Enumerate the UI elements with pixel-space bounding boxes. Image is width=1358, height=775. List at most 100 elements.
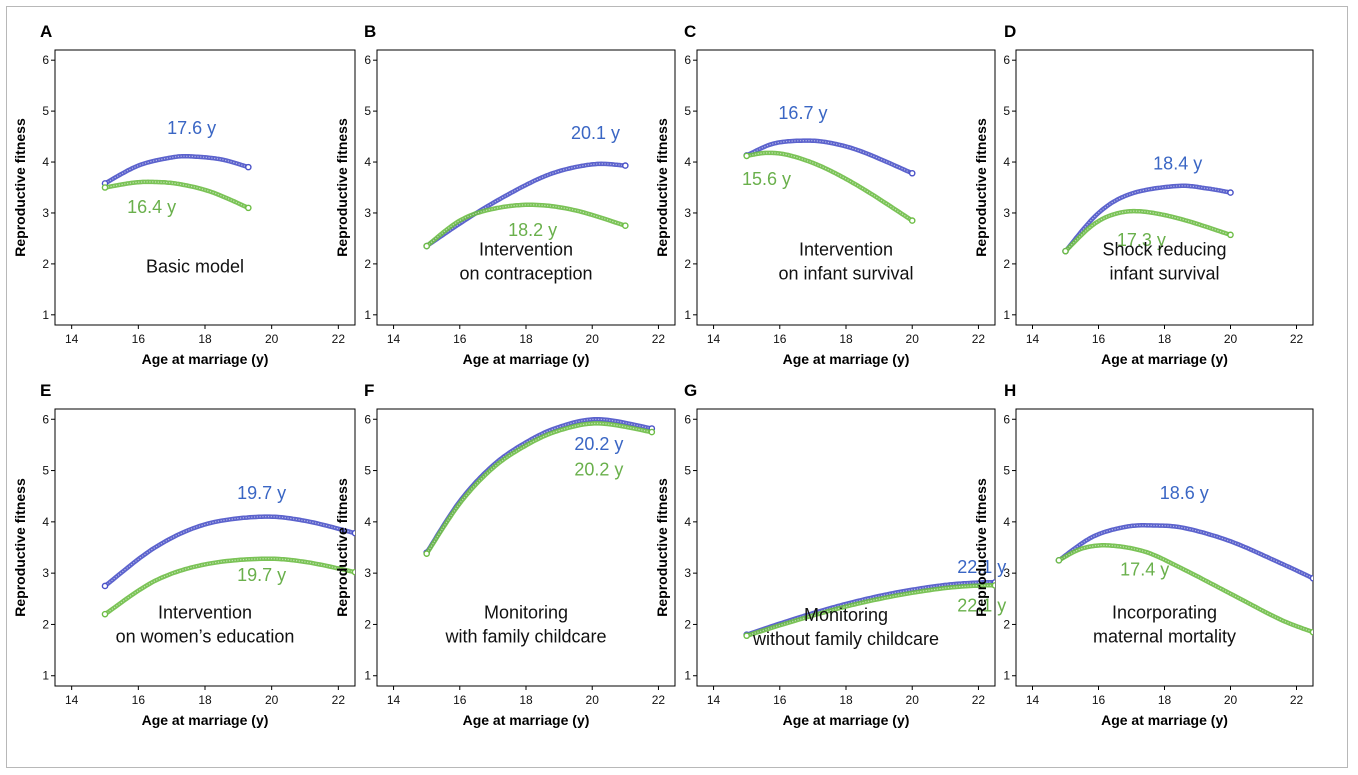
green-peak-annotation: 15.6 y bbox=[742, 169, 791, 189]
y-tick-label: 1 bbox=[42, 669, 49, 683]
x-tick-label: 22 bbox=[652, 332, 666, 346]
y-tick-label: 4 bbox=[364, 155, 371, 169]
panel-caption: infant survival bbox=[1109, 263, 1219, 283]
x-tick-label: 14 bbox=[1026, 693, 1040, 707]
series-line-texture bbox=[1065, 210, 1231, 252]
y-tick-label: 5 bbox=[1003, 104, 1010, 118]
x-tick-label: 18 bbox=[519, 693, 533, 707]
series-line-texture bbox=[104, 558, 355, 615]
x-tick-label: 22 bbox=[332, 693, 346, 707]
green-peak-annotation: 17.4 y bbox=[1120, 560, 1169, 580]
x-tick-label: 14 bbox=[707, 332, 721, 346]
y-tick-label: 3 bbox=[42, 566, 49, 580]
chart-panel-e: E 1 2 3 4 5 6 14 16 18 20 22 Age at marriage (y) Repr… bbox=[12, 381, 356, 728]
series-green bbox=[1055, 543, 1313, 636]
chart-panel-a: A 1 2 3 4 5 6 14 16 18 20 22 Age at marriage (y) Repr… bbox=[12, 22, 356, 367]
x-axis-label: Age at marriage (y) bbox=[142, 712, 269, 728]
y-tick-label: 1 bbox=[364, 308, 371, 322]
series-line-texture bbox=[746, 152, 913, 222]
x-tick-label: 14 bbox=[707, 693, 721, 707]
x-tick-label: 14 bbox=[387, 693, 401, 707]
series-green bbox=[743, 582, 995, 640]
x-tick-label: 16 bbox=[1092, 693, 1106, 707]
y-tick-label: 3 bbox=[1003, 566, 1010, 580]
y-tick-label: 4 bbox=[1003, 155, 1010, 169]
x-axis-label: Age at marriage (y) bbox=[1101, 351, 1228, 367]
x-tick-label: 14 bbox=[387, 332, 401, 346]
y-tick-label: 6 bbox=[684, 53, 691, 67]
series-endpoint bbox=[622, 222, 629, 229]
x-tick-label: 16 bbox=[773, 332, 787, 346]
panel-caption: with family childcare bbox=[444, 626, 606, 646]
series-endpoint bbox=[1062, 247, 1069, 255]
series-endpoint bbox=[423, 550, 430, 557]
series-line bbox=[102, 153, 251, 186]
x-tick-label: 18 bbox=[839, 693, 853, 707]
green-peak-annotation: 16.4 y bbox=[127, 197, 176, 217]
series-endpoint bbox=[101, 610, 109, 618]
chart-panel-b: B 1 2 3 4 5 6 14 16 18 20 22 Age at marriage (y) Repr… bbox=[334, 22, 676, 367]
y-tick-label: 5 bbox=[42, 464, 49, 478]
series-endpoint bbox=[245, 163, 252, 171]
y-tick-label: 6 bbox=[364, 53, 371, 67]
y-axis-label: Reproductive fitness bbox=[654, 118, 670, 257]
x-tick-label: 16 bbox=[453, 693, 467, 707]
y-axis-label: Reproductive fitness bbox=[973, 118, 989, 257]
series-line-texture bbox=[426, 418, 652, 553]
x-tick-label: 20 bbox=[265, 332, 279, 346]
y-tick-label: 2 bbox=[1003, 257, 1010, 271]
panel-caption: Shock reducing bbox=[1102, 239, 1226, 259]
panel-caption: Intervention bbox=[479, 239, 573, 259]
y-tick-label: 2 bbox=[1003, 617, 1010, 631]
chart-panel-g: G 1 2 3 4 5 6 14 16 18 20 22 Age at marriage (y) Repr… bbox=[654, 381, 1006, 728]
x-tick-label: 18 bbox=[198, 332, 212, 346]
x-tick-label: 14 bbox=[65, 693, 79, 707]
x-tick-label: 18 bbox=[519, 332, 533, 346]
x-tick-label: 18 bbox=[1158, 693, 1172, 707]
x-tick-label: 14 bbox=[65, 332, 79, 346]
x-axis-label: Age at marriage (y) bbox=[783, 351, 910, 367]
y-tick-label: 3 bbox=[364, 206, 371, 220]
y-tick-label: 2 bbox=[684, 257, 691, 271]
blue-peak-annotation: 20.1 y bbox=[571, 123, 620, 143]
y-tick-label: 5 bbox=[684, 104, 691, 118]
panel-letter: H bbox=[1004, 381, 1016, 400]
x-axis-label: Age at marriage (y) bbox=[463, 351, 590, 367]
y-tick-label: 3 bbox=[364, 566, 371, 580]
series-line-texture bbox=[426, 422, 652, 555]
blue-peak-annotation: 19.7 y bbox=[237, 483, 286, 503]
y-tick-label: 2 bbox=[364, 257, 371, 271]
y-tick-label: 4 bbox=[364, 515, 371, 529]
x-tick-label: 22 bbox=[1290, 332, 1304, 346]
y-tick-label: 1 bbox=[1003, 669, 1010, 683]
series-endpoint bbox=[101, 582, 109, 590]
chart-panel-f: F 1 2 3 4 5 6 14 16 18 20 22 Age at marriage (y) Repr… bbox=[334, 381, 676, 728]
series-endpoint bbox=[908, 217, 916, 224]
x-tick-label: 18 bbox=[198, 693, 212, 707]
y-tick-label: 4 bbox=[1003, 515, 1010, 529]
y-tick-label: 6 bbox=[42, 53, 49, 67]
series-line-texture bbox=[746, 584, 995, 637]
x-tick-label: 20 bbox=[586, 693, 600, 707]
panel-caption: on women’s education bbox=[116, 626, 295, 646]
panel-caption: on infant survival bbox=[778, 263, 913, 283]
y-tick-label: 6 bbox=[684, 412, 691, 426]
y-axis-label: Reproductive fitness bbox=[12, 118, 28, 257]
series-endpoint bbox=[908, 169, 916, 177]
series-line bbox=[424, 202, 628, 249]
blue-peak-annotation: 18.4 y bbox=[1153, 154, 1202, 174]
x-tick-label: 20 bbox=[1224, 693, 1238, 707]
series-endpoint bbox=[1309, 628, 1313, 636]
blue-peak-annotation: 18.6 y bbox=[1160, 483, 1209, 503]
panel-letter: B bbox=[364, 22, 376, 41]
y-tick-label: 2 bbox=[684, 617, 691, 631]
y-tick-label: 5 bbox=[42, 104, 49, 118]
y-tick-label: 4 bbox=[684, 515, 691, 529]
green-peak-annotation: 18.2 y bbox=[508, 220, 557, 240]
green-peak-annotation: 19.7 y bbox=[237, 565, 286, 585]
blue-peak-annotation: 22.1 y bbox=[957, 557, 1006, 577]
panel-caption: maternal mortality bbox=[1093, 626, 1236, 646]
x-axis-label: Age at marriage (y) bbox=[1101, 712, 1228, 728]
series-endpoint bbox=[423, 242, 430, 250]
